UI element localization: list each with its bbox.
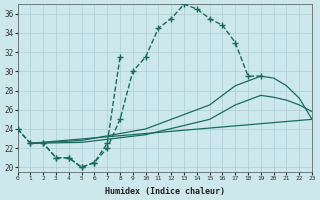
X-axis label: Humidex (Indice chaleur): Humidex (Indice chaleur) xyxy=(105,187,225,196)
